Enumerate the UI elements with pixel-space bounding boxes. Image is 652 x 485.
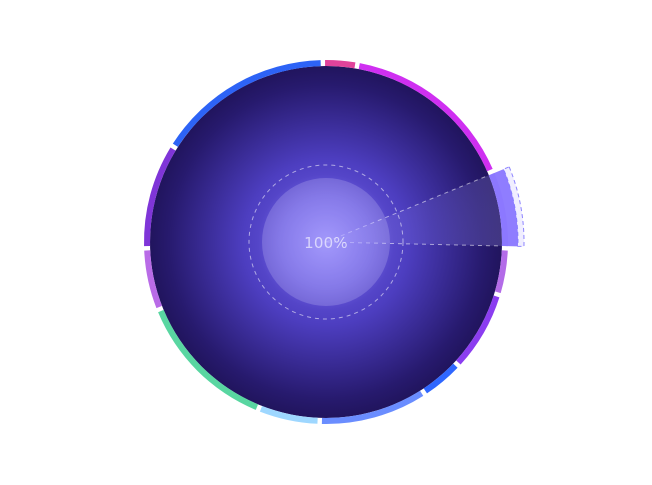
ring-segment[interactable] <box>144 147 176 247</box>
highlighted-ring-segment[interactable] <box>488 169 518 247</box>
center-glow <box>258 174 394 310</box>
ring-segment[interactable] <box>456 295 500 365</box>
highlight-outline <box>502 166 525 248</box>
ring-segment[interactable] <box>423 363 458 394</box>
center-percentage-label: 100% <box>304 234 348 252</box>
ring-segment[interactable] <box>259 405 318 424</box>
ring-segment[interactable] <box>321 390 424 424</box>
center-core <box>262 178 390 306</box>
ring-segment[interactable] <box>325 60 356 69</box>
center-dashed-ring <box>248 164 404 320</box>
ring-segment[interactable] <box>158 309 259 410</box>
ring-segment[interactable] <box>494 250 508 294</box>
ring-segment[interactable] <box>144 250 163 309</box>
